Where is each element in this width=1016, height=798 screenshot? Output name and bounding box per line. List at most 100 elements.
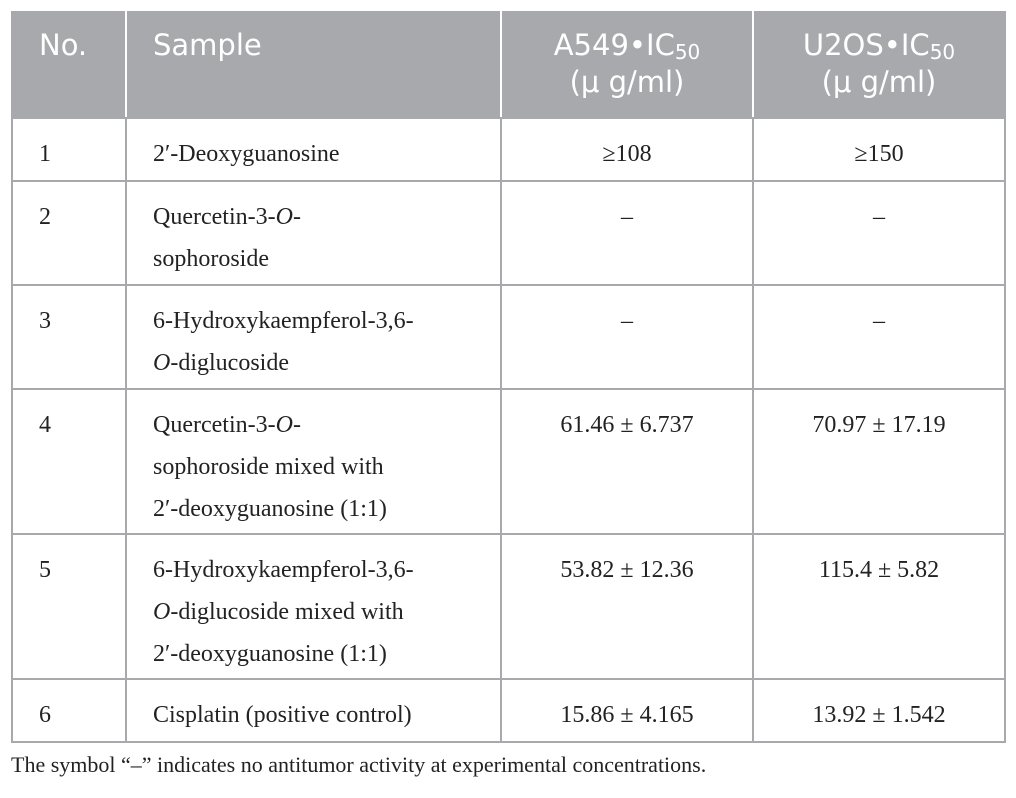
- cell-line: 4: [39, 404, 125, 446]
- cell-line: 6: [39, 694, 125, 736]
- cell-text: No.: [39, 28, 88, 62]
- cell-line: –: [754, 300, 1004, 342]
- cell-text: 2′-deoxyguanosine (1:1): [153, 496, 387, 522]
- cell-text: ≥108: [602, 141, 652, 167]
- table-cell: 1: [11, 117, 127, 182]
- cell-line: 2′-deoxyguanosine (1:1): [153, 488, 500, 530]
- table-row: 6 Cisplatin (positive control) 15.86 ± 4.1…: [11, 678, 1006, 743]
- cell-line: Sample: [153, 27, 500, 64]
- cell-text: A549•IC: [553, 28, 675, 62]
- cell-line: 70.97 ± 17.19: [754, 404, 1004, 446]
- cell-text: Cisplatin (positive control): [153, 702, 412, 728]
- cell-text: 1: [39, 141, 51, 167]
- header-cell: Sample: [125, 11, 502, 119]
- cell-text: Quercetin-3-: [153, 412, 276, 438]
- header-cell: No.: [11, 11, 127, 119]
- cell-text: 6: [39, 702, 51, 728]
- cell-text: 6-Hydroxykaempferol-3,6-: [153, 308, 414, 334]
- table-row: 4 Quercetin-3-O-sophoroside mixed with 2′-…: [11, 388, 1006, 535]
- cell-text: 50: [674, 40, 701, 64]
- cell-line: 13.92 ± 1.542: [754, 694, 1004, 736]
- table-row: 5 6-Hydroxykaempferol-3,6- O-diglucoside m…: [11, 533, 1006, 680]
- cell-text: -: [292, 412, 301, 438]
- cell-line: 53.82 ± 12.36: [502, 549, 752, 591]
- table-cell: 6: [11, 678, 127, 743]
- table-cell: 2′-Deoxyguanosine: [125, 117, 502, 182]
- cell-text: 4: [39, 412, 51, 438]
- header-row: No. Sample A549•IC50 (μ g/ml) U2OS•IC50 (μ g/…: [11, 11, 1006, 119]
- cell-text: 70.97 ± 17.19: [812, 412, 946, 438]
- table-cell: 6-Hydroxykaempferol-3,6- O-diglucoside mi…: [125, 533, 502, 680]
- cell-text: -: [292, 204, 301, 230]
- table-cell: 5: [11, 533, 127, 680]
- cell-line: No.: [39, 27, 125, 64]
- cell-text: sophoroside: [153, 246, 269, 272]
- cell-line: A549•IC50: [502, 27, 752, 64]
- cell-line: –: [754, 196, 1004, 238]
- table-row: 1 2′-Deoxyguanosine ≥108 ≥150: [11, 117, 1006, 182]
- footnote: The symbol “–” indicates no antitumor ac…: [11, 752, 707, 777]
- cell-line: 15.86 ± 4.165: [502, 694, 752, 736]
- cell-text: sophoroside mixed with: [153, 454, 384, 480]
- cell-text: –: [621, 204, 633, 230]
- cell-text: ≥150: [854, 141, 904, 167]
- cell-text: 2′-deoxyguanosine (1:1): [153, 641, 387, 667]
- table-cell: ≥150: [752, 117, 1006, 182]
- table-row: 3 6-Hydroxykaempferol-3,6- O-diglucoside – –: [11, 284, 1006, 390]
- cell-line: 1: [39, 133, 125, 175]
- cell-text: -diglucoside: [170, 350, 289, 376]
- cell-text: 115.4 ± 5.82: [818, 557, 940, 583]
- table-cell: 70.97 ± 17.19: [752, 388, 1006, 535]
- cell-text: 53.82 ± 12.36: [560, 557, 694, 583]
- cell-text: –: [873, 204, 885, 230]
- header-cell: U2OS•IC50 (μ g/ml): [752, 11, 1006, 119]
- cell-text: 2′-Deoxyguanosine: [153, 141, 340, 167]
- cell-text: -diglucoside mixed with: [170, 599, 404, 625]
- table-cell: –: [500, 180, 754, 286]
- table-cell: 6-Hydroxykaempferol-3,6- O-diglucoside: [125, 284, 502, 390]
- cell-text: 5: [39, 557, 51, 583]
- cell-text: 13.92 ± 1.542: [812, 702, 946, 728]
- cell-text: 6-Hydroxykaempferol-3,6-: [153, 557, 414, 583]
- cell-text: –: [873, 308, 885, 334]
- table-cell: Cisplatin (positive control): [125, 678, 502, 743]
- cell-text: U2OS•IC: [802, 28, 930, 62]
- cell-line: sophoroside: [153, 238, 500, 280]
- cell-line: –: [502, 300, 752, 342]
- cell-line: Quercetin-3-O-: [153, 404, 500, 446]
- cell-text: –: [621, 308, 633, 334]
- cell-text: Quercetin-3-: [153, 204, 276, 230]
- cell-line: 61.46 ± 6.737: [502, 404, 752, 446]
- table-cell: –: [752, 284, 1006, 390]
- cell-line: 2′-deoxyguanosine (1:1): [153, 633, 500, 675]
- cell-text: Sample: [153, 28, 262, 62]
- cell-line: 2′-Deoxyguanosine: [153, 133, 500, 175]
- table-cell: 3: [11, 284, 127, 390]
- cell-line: (μ g/ml): [502, 64, 752, 101]
- cell-text: O: [153, 350, 171, 376]
- cell-line: (μ g/ml): [754, 64, 1004, 101]
- cell-line: 2: [39, 196, 125, 238]
- cell-text: 61.46 ± 6.737: [560, 412, 694, 438]
- cell-line: 6-Hydroxykaempferol-3,6-: [153, 549, 500, 591]
- cell-line: ≥150: [754, 133, 1004, 175]
- cell-text: 2: [39, 204, 51, 230]
- table-cell: –: [500, 284, 754, 390]
- cell-line: –: [502, 196, 752, 238]
- cell-line: ≥108: [502, 133, 752, 175]
- table-cell: 13.92 ± 1.542: [752, 678, 1006, 743]
- cell-text: O: [275, 204, 293, 230]
- cell-text: (μ g/ml): [821, 65, 937, 99]
- cell-line: 3: [39, 300, 125, 342]
- cell-line: 5: [39, 549, 125, 591]
- table-cell: 115.4 ± 5.82: [752, 533, 1006, 680]
- cell-text: 50: [929, 40, 956, 64]
- table-cell: Quercetin-3-O-sophoroside: [125, 180, 502, 286]
- table-cell: ≥108: [500, 117, 754, 182]
- cell-line: U2OS•IC50: [754, 27, 1004, 64]
- cell-line: Quercetin-3-O-: [153, 196, 500, 238]
- table-cell: 15.86 ± 4.165: [500, 678, 754, 743]
- table-cell: –: [752, 180, 1006, 286]
- table-row: 2 Quercetin-3-O-sophoroside – –: [11, 180, 1006, 286]
